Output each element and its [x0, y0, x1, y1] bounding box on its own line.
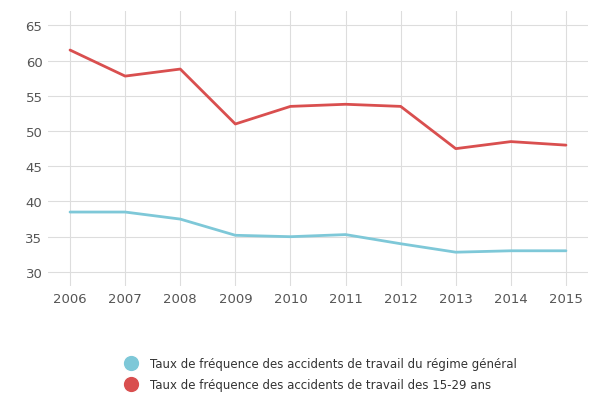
Legend: Taux de fréquence des accidents de travail du régime général, Taux de fréquence : Taux de fréquence des accidents de trava…: [115, 353, 521, 396]
